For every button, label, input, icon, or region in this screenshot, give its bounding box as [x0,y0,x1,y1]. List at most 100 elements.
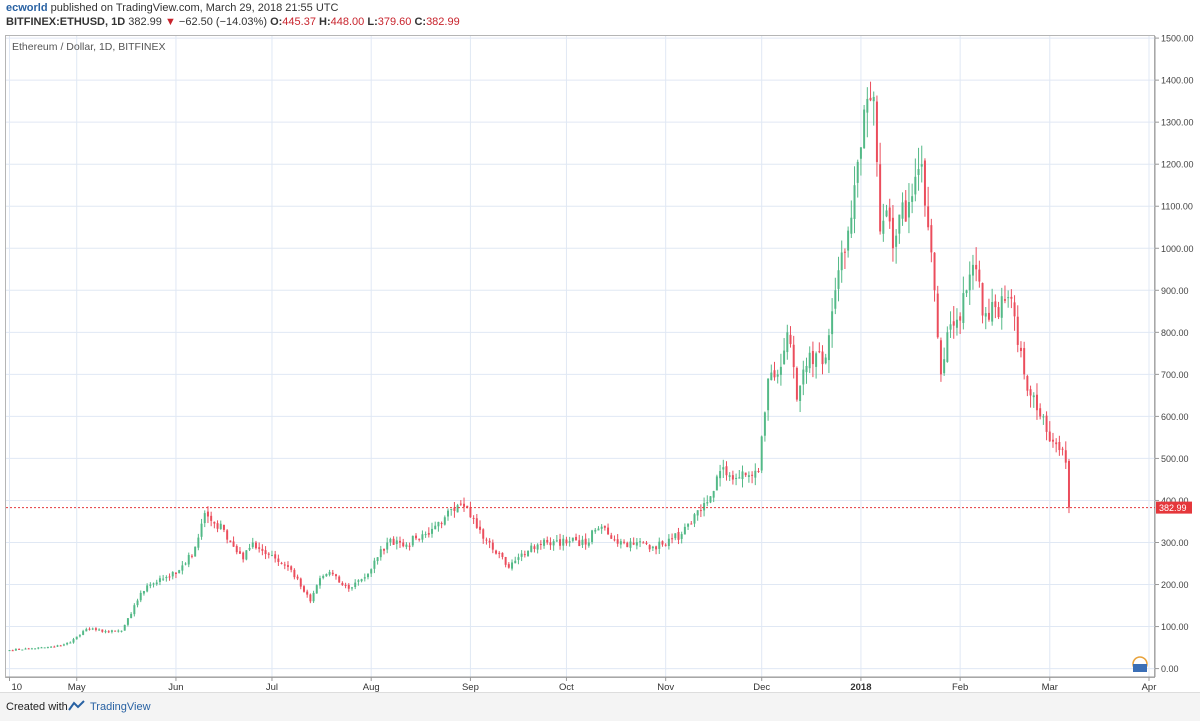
x-tick-label: Apr [1142,682,1157,692]
tradingview-logo-icon[interactable] [68,700,86,712]
chart-frame[interactable] [5,35,1155,678]
candle-body [949,324,952,330]
candle-body [395,540,398,544]
candle-body [328,571,331,575]
candle-body [789,334,792,345]
candle-body [901,202,904,219]
candle-body [85,629,88,632]
candle-body [357,580,360,582]
candle-body [277,558,280,562]
candle-body [1023,348,1026,375]
candle-body [751,474,754,476]
candle-body [645,542,648,544]
candle-body [936,293,939,338]
candle-body [75,636,78,640]
candle-body [1048,431,1051,442]
candle-body [66,643,69,645]
candle-body [591,530,594,543]
candle-body [232,541,235,547]
candle-body [610,535,613,539]
candle-body [338,576,341,583]
candle-body [546,539,549,543]
candle-body [927,206,930,228]
candle-body [539,543,542,545]
candle-body [62,644,65,646]
candle-body [1019,347,1022,352]
candle-body [664,544,667,546]
x-tick-label: Sep [462,682,479,692]
y-tick-label: 1100.00 [1161,202,1193,212]
candle-body [626,542,629,548]
candle-body [523,554,526,556]
x-tick-label: Jul [266,682,278,692]
candle-body [575,536,578,541]
candle-body [655,546,658,550]
candle-body [930,225,933,253]
candle-body [843,251,846,253]
candle-body [14,649,17,651]
candle-body [139,592,142,601]
candle-body [248,547,251,550]
candle-body [498,552,501,554]
candle-body [824,357,827,364]
candle-body [603,525,606,528]
candle-body [197,537,200,548]
candle-body [334,574,337,577]
candle-body [456,505,459,513]
candle-body [731,475,734,480]
candle-body [552,541,555,546]
candle-body [341,582,344,586]
candle-body [158,578,161,582]
candle-body [799,385,802,401]
candle-body [827,335,830,361]
candle-body [344,584,347,586]
candle-body [709,496,712,503]
candle-body [1000,296,1003,318]
candle-body [354,582,357,587]
candle-body [744,472,747,476]
x-tick-label: 10 [12,682,23,692]
candle-body [527,550,530,557]
last-price-label: 382.99 [1159,503,1187,513]
price-chart[interactable]: 0.00 100.00 200.00 300.00 400.00 500.00 600.00… [0,0,1200,692]
candle-body [869,97,872,101]
candle-body [245,550,248,560]
candle-body [331,572,334,575]
candle-body [952,321,955,326]
x-tick-label: Nov [657,682,674,692]
candle-body [671,538,674,540]
candle-body [962,293,965,323]
candle-body [517,557,520,560]
author-link[interactable]: ecworld [6,2,48,14]
candle-body [302,586,305,592]
candle-body [872,96,875,102]
candle-body [322,576,325,578]
candle-body [475,518,478,528]
candle-body [907,202,910,218]
candle-body [136,600,139,606]
candle-body [242,552,245,560]
candle-body [856,161,859,183]
candle-body [741,471,744,480]
candle-body [959,316,962,321]
candle-body [693,514,696,524]
candle-body [904,200,907,222]
tradingview-brand-link[interactable]: TradingView [90,701,151,713]
candle-body [453,507,456,511]
candle-body [722,467,725,470]
candle-body [696,510,699,516]
candle-body [120,630,123,632]
candle-body [533,546,536,549]
candle-body [1013,302,1016,317]
candle-body [1058,441,1061,451]
candle-body [891,217,894,249]
candle-body [1039,408,1042,417]
candle-body [565,539,568,544]
candle-body [110,630,113,632]
candle-body [402,542,405,547]
y-tick-label: 500.00 [1161,454,1189,464]
footer: Created with TradingView [0,692,1200,721]
candle-body [943,359,946,374]
candle-body [69,642,72,644]
candle-body [514,560,517,564]
